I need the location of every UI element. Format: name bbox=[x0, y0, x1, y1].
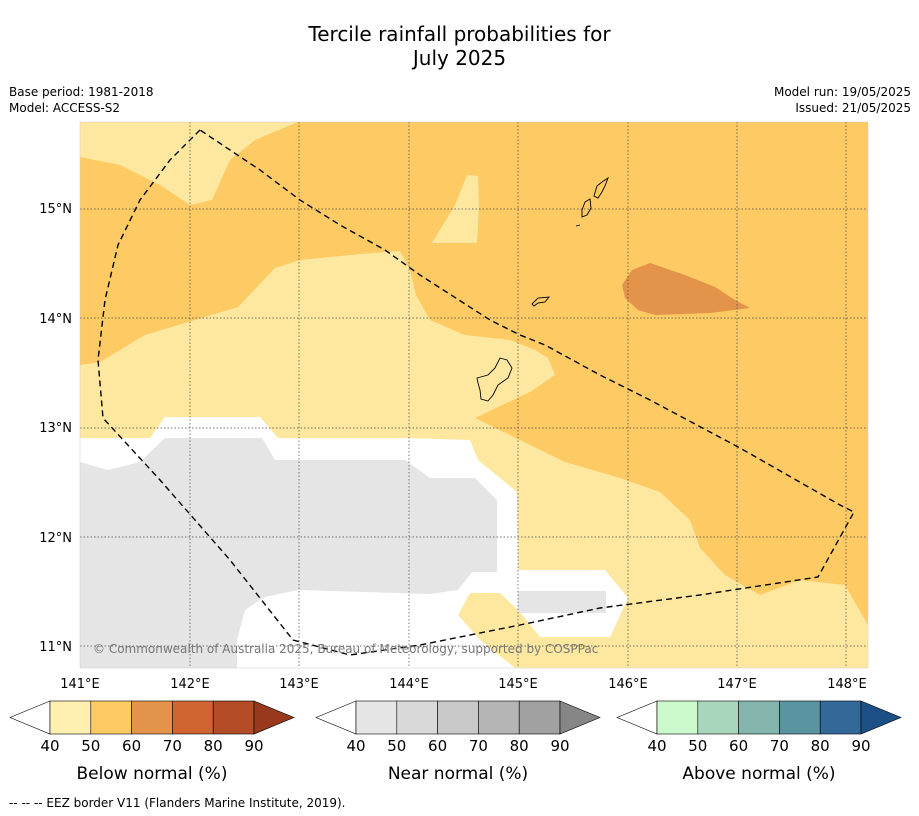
colorbar-2: 40 50 60 70 80 90 Near normal (%) bbox=[315, 700, 601, 784]
colorbar-tick-label: 40 bbox=[40, 737, 59, 755]
lat-label: 11°N bbox=[39, 640, 72, 655]
island-tinian bbox=[581, 198, 592, 218]
lon-label: 148°E bbox=[827, 677, 867, 692]
colorbar-tick-label: 70 bbox=[770, 737, 789, 755]
lon-labels: 141°E 142°E 143°E 144°E 145°E 146°E 147°… bbox=[60, 677, 867, 692]
copyright-notice: © Commonwealth of Australia 2025, Bureau… bbox=[93, 642, 598, 656]
colorbar-segment bbox=[49, 700, 92, 735]
colorbar-segment bbox=[819, 700, 862, 735]
lat-labels: 15°N 14°N 13°N 12°N 11°N bbox=[39, 202, 72, 655]
model-name: Model: ACCESS-S2 bbox=[9, 101, 121, 115]
title-line-2: July 2025 bbox=[412, 46, 507, 70]
colorbar-tick-label: 60 bbox=[428, 737, 447, 755]
islands bbox=[476, 176, 609, 402]
colorbar-tick-label: 40 bbox=[346, 737, 365, 755]
colorbar-segment bbox=[478, 700, 520, 735]
colorbar-segment bbox=[779, 700, 821, 735]
colorbar-tick-label: 60 bbox=[122, 737, 141, 755]
issued-date: Issued: 21/05/2025 bbox=[795, 101, 911, 115]
colorbar-title: Below normal (%) bbox=[77, 764, 228, 784]
colorbar-tick-label: 80 bbox=[811, 737, 830, 755]
island-rota bbox=[531, 296, 551, 307]
colorbar-tick-label: 70 bbox=[469, 737, 488, 755]
map-fields: © Commonwealth of Australia 2025, Bureau… bbox=[80, 122, 868, 668]
colorbar-segment bbox=[90, 700, 132, 735]
lon-label: 144°E bbox=[389, 677, 429, 692]
lon-label: 141°E bbox=[60, 677, 100, 692]
title-line-1: Tercile rainfall probabilities for bbox=[308, 22, 611, 46]
lon-label: 145°E bbox=[498, 677, 538, 692]
map-frame bbox=[79, 121, 869, 669]
field-near-normal bbox=[80, 438, 497, 668]
colorbar-over-triangle bbox=[253, 700, 295, 735]
lat-label: 15°N bbox=[39, 202, 72, 217]
colorbar-over-triangle bbox=[860, 700, 902, 735]
island-aguijan bbox=[575, 224, 581, 227]
colorbar-tick-label: 40 bbox=[647, 737, 666, 755]
island-guam bbox=[476, 357, 513, 402]
meta-right: Model run: 19/05/2025 Issued: 21/05/2025 bbox=[774, 84, 911, 116]
base-period: Base period: 1981-2018 bbox=[9, 85, 154, 99]
colorbar-segment bbox=[738, 700, 780, 735]
colorbar-tick-label: 70 bbox=[163, 737, 182, 755]
colorbar-tick-label: 90 bbox=[244, 737, 263, 755]
gridlines bbox=[80, 122, 868, 668]
colorbar-segment bbox=[518, 700, 561, 735]
colorbar-segment bbox=[697, 700, 739, 735]
colorbar-tick-label: 60 bbox=[729, 737, 748, 755]
lon-label: 146°E bbox=[608, 677, 648, 692]
field-near-normal-east-patch bbox=[518, 591, 606, 613]
model-run: Model run: 19/05/2025 bbox=[773, 85, 911, 99]
colorbar-tick-label: 90 bbox=[550, 737, 569, 755]
colorbar-title: Near normal (%) bbox=[388, 764, 528, 784]
colorbar-segment bbox=[396, 700, 438, 735]
eez-border bbox=[97, 129, 855, 656]
eez-legend-footnote: -- -- -- EEZ border V11 (Flanders Marine… bbox=[9, 796, 346, 810]
colorbar-tick-label: 80 bbox=[204, 737, 223, 755]
lat-label: 12°N bbox=[39, 531, 72, 546]
colorbar-tick-label: 50 bbox=[387, 737, 406, 755]
field-below-40-50-northwest bbox=[80, 122, 298, 205]
colorbar-segment bbox=[355, 700, 398, 735]
colorbar-segment bbox=[656, 700, 699, 735]
island-saipan bbox=[593, 176, 609, 199]
lat-label: 13°N bbox=[39, 421, 72, 436]
colorbar-tick-label: 90 bbox=[851, 737, 870, 755]
colorbars: 40 50 60 70 80 90 Below normal (%) 40 50 60 70 80 90… bbox=[9, 700, 902, 784]
lon-label: 147°E bbox=[717, 677, 757, 692]
colorbar-tick-label: 80 bbox=[510, 737, 529, 755]
lat-label: 14°N bbox=[39, 312, 72, 327]
field-below-60-70-northeast bbox=[622, 263, 750, 315]
colorbar-segment bbox=[212, 700, 255, 735]
colorbar-under-triangle bbox=[616, 700, 658, 735]
colorbar-segment bbox=[437, 700, 479, 735]
colorbar-under-triangle bbox=[9, 700, 51, 735]
chart-title: Tercile rainfall probabilities for July … bbox=[0, 22, 919, 70]
colorbar-title: Above normal (%) bbox=[682, 764, 835, 784]
colorbar-tick-label: 50 bbox=[688, 737, 707, 755]
colorbar-segment bbox=[131, 700, 173, 735]
colorbar-3: 40 50 60 70 80 90 Above normal (%) bbox=[616, 700, 902, 784]
lon-label: 143°E bbox=[279, 677, 319, 692]
colorbar-tick-label: 50 bbox=[81, 737, 100, 755]
colorbar-under-triangle bbox=[315, 700, 357, 735]
meta-left: Base period: 1981-2018 Model: ACCESS-S2 bbox=[9, 84, 154, 116]
colorbar-segment bbox=[172, 700, 214, 735]
colorbar-over-triangle bbox=[559, 700, 601, 735]
colorbar-1: 40 50 60 70 80 90 Below normal (%) bbox=[9, 700, 295, 784]
lon-label: 142°E bbox=[170, 677, 210, 692]
